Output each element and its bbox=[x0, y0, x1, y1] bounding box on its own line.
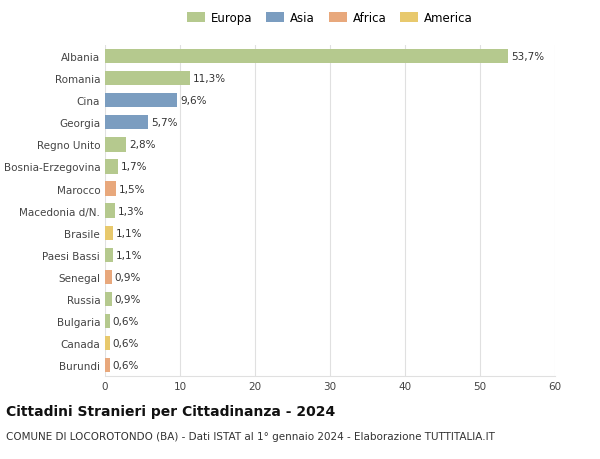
Bar bbox=[105, 182, 116, 196]
Bar bbox=[105, 204, 115, 218]
Text: 1,3%: 1,3% bbox=[118, 206, 144, 216]
Bar bbox=[105, 270, 112, 285]
Text: 0,6%: 0,6% bbox=[113, 316, 139, 326]
Text: 0,9%: 0,9% bbox=[115, 272, 141, 282]
Legend: Europa, Asia, Africa, America: Europa, Asia, Africa, America bbox=[187, 12, 473, 25]
Text: 0,6%: 0,6% bbox=[113, 360, 139, 370]
Text: 1,1%: 1,1% bbox=[116, 250, 143, 260]
Text: 53,7%: 53,7% bbox=[511, 52, 544, 62]
Bar bbox=[105, 226, 113, 241]
Bar bbox=[105, 248, 113, 263]
Text: Cittadini Stranieri per Cittadinanza - 2024: Cittadini Stranieri per Cittadinanza - 2… bbox=[6, 404, 335, 418]
Text: 9,6%: 9,6% bbox=[180, 96, 206, 106]
Text: 5,7%: 5,7% bbox=[151, 118, 177, 128]
Text: 2,8%: 2,8% bbox=[129, 140, 155, 150]
Bar bbox=[105, 138, 126, 152]
Text: 1,7%: 1,7% bbox=[121, 162, 147, 172]
Bar bbox=[105, 94, 177, 108]
Bar bbox=[105, 336, 110, 351]
Text: 11,3%: 11,3% bbox=[193, 74, 226, 84]
Bar bbox=[105, 314, 110, 329]
Text: 0,6%: 0,6% bbox=[113, 338, 139, 348]
Bar bbox=[105, 292, 112, 307]
Bar bbox=[105, 160, 118, 174]
Text: COMUNE DI LOCOROTONDO (BA) - Dati ISTAT al 1° gennaio 2024 - Elaborazione TUTTIT: COMUNE DI LOCOROTONDO (BA) - Dati ISTAT … bbox=[6, 431, 495, 442]
Bar bbox=[105, 50, 508, 64]
Bar bbox=[105, 72, 190, 86]
Bar bbox=[105, 116, 148, 130]
Bar bbox=[105, 358, 110, 373]
Text: 0,9%: 0,9% bbox=[115, 294, 141, 304]
Text: 1,5%: 1,5% bbox=[119, 184, 146, 194]
Text: 1,1%: 1,1% bbox=[116, 228, 143, 238]
